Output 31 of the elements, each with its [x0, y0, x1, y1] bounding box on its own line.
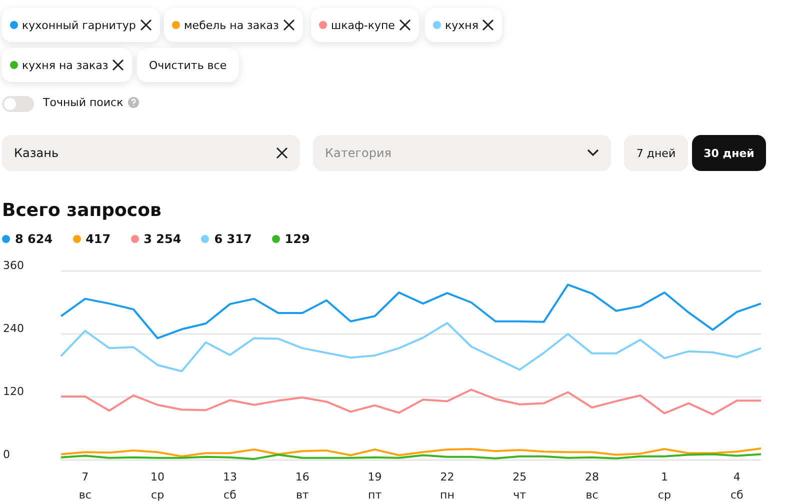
y-tick-label: 240 — [3, 322, 24, 335]
legend-label: шкаф-купе — [331, 18, 395, 32]
x-tick-label: 28 вс — [585, 470, 600, 502]
chart-title: Всего запросов — [2, 200, 162, 221]
x-tick-label: 13 сб — [222, 470, 237, 502]
text: 129 — [284, 232, 310, 246]
legend-label: кухня — [445, 18, 478, 32]
text: Категория — [325, 146, 392, 160]
x-tick-label: 19 пт — [368, 470, 382, 502]
text: 30 дней — [692, 135, 766, 171]
x-tick-label: 4 сб — [730, 470, 744, 502]
text: 3 254 — [142, 232, 182, 246]
x-tick-label: 25 чт — [512, 470, 527, 502]
text: 6 317 — [213, 232, 252, 246]
x-tick-label: 16 вт — [295, 470, 310, 502]
text: Точный поиск — [43, 96, 124, 109]
text: 417 — [84, 232, 111, 246]
y-tick-label: 120 — [3, 385, 24, 398]
text: Казань — [14, 146, 59, 160]
legend-label: мебель на заказ — [184, 18, 279, 32]
legend-label: кухонный гарнитур — [22, 18, 136, 32]
x-tick-label: 1 ср — [658, 470, 671, 502]
x-tick-label: 22 пн — [440, 470, 454, 502]
x-tick-label: 7 вс — [78, 470, 92, 502]
text: 8 624 — [14, 232, 53, 246]
text: Очистить все — [137, 48, 239, 82]
y-tick-label: 0 — [3, 448, 10, 461]
x-tick-label: 10 ср — [150, 470, 165, 502]
text: 7 дней — [624, 135, 688, 171]
legend-label: кухня на заказ — [22, 58, 108, 72]
y-tick-label: 360 — [3, 259, 24, 272]
